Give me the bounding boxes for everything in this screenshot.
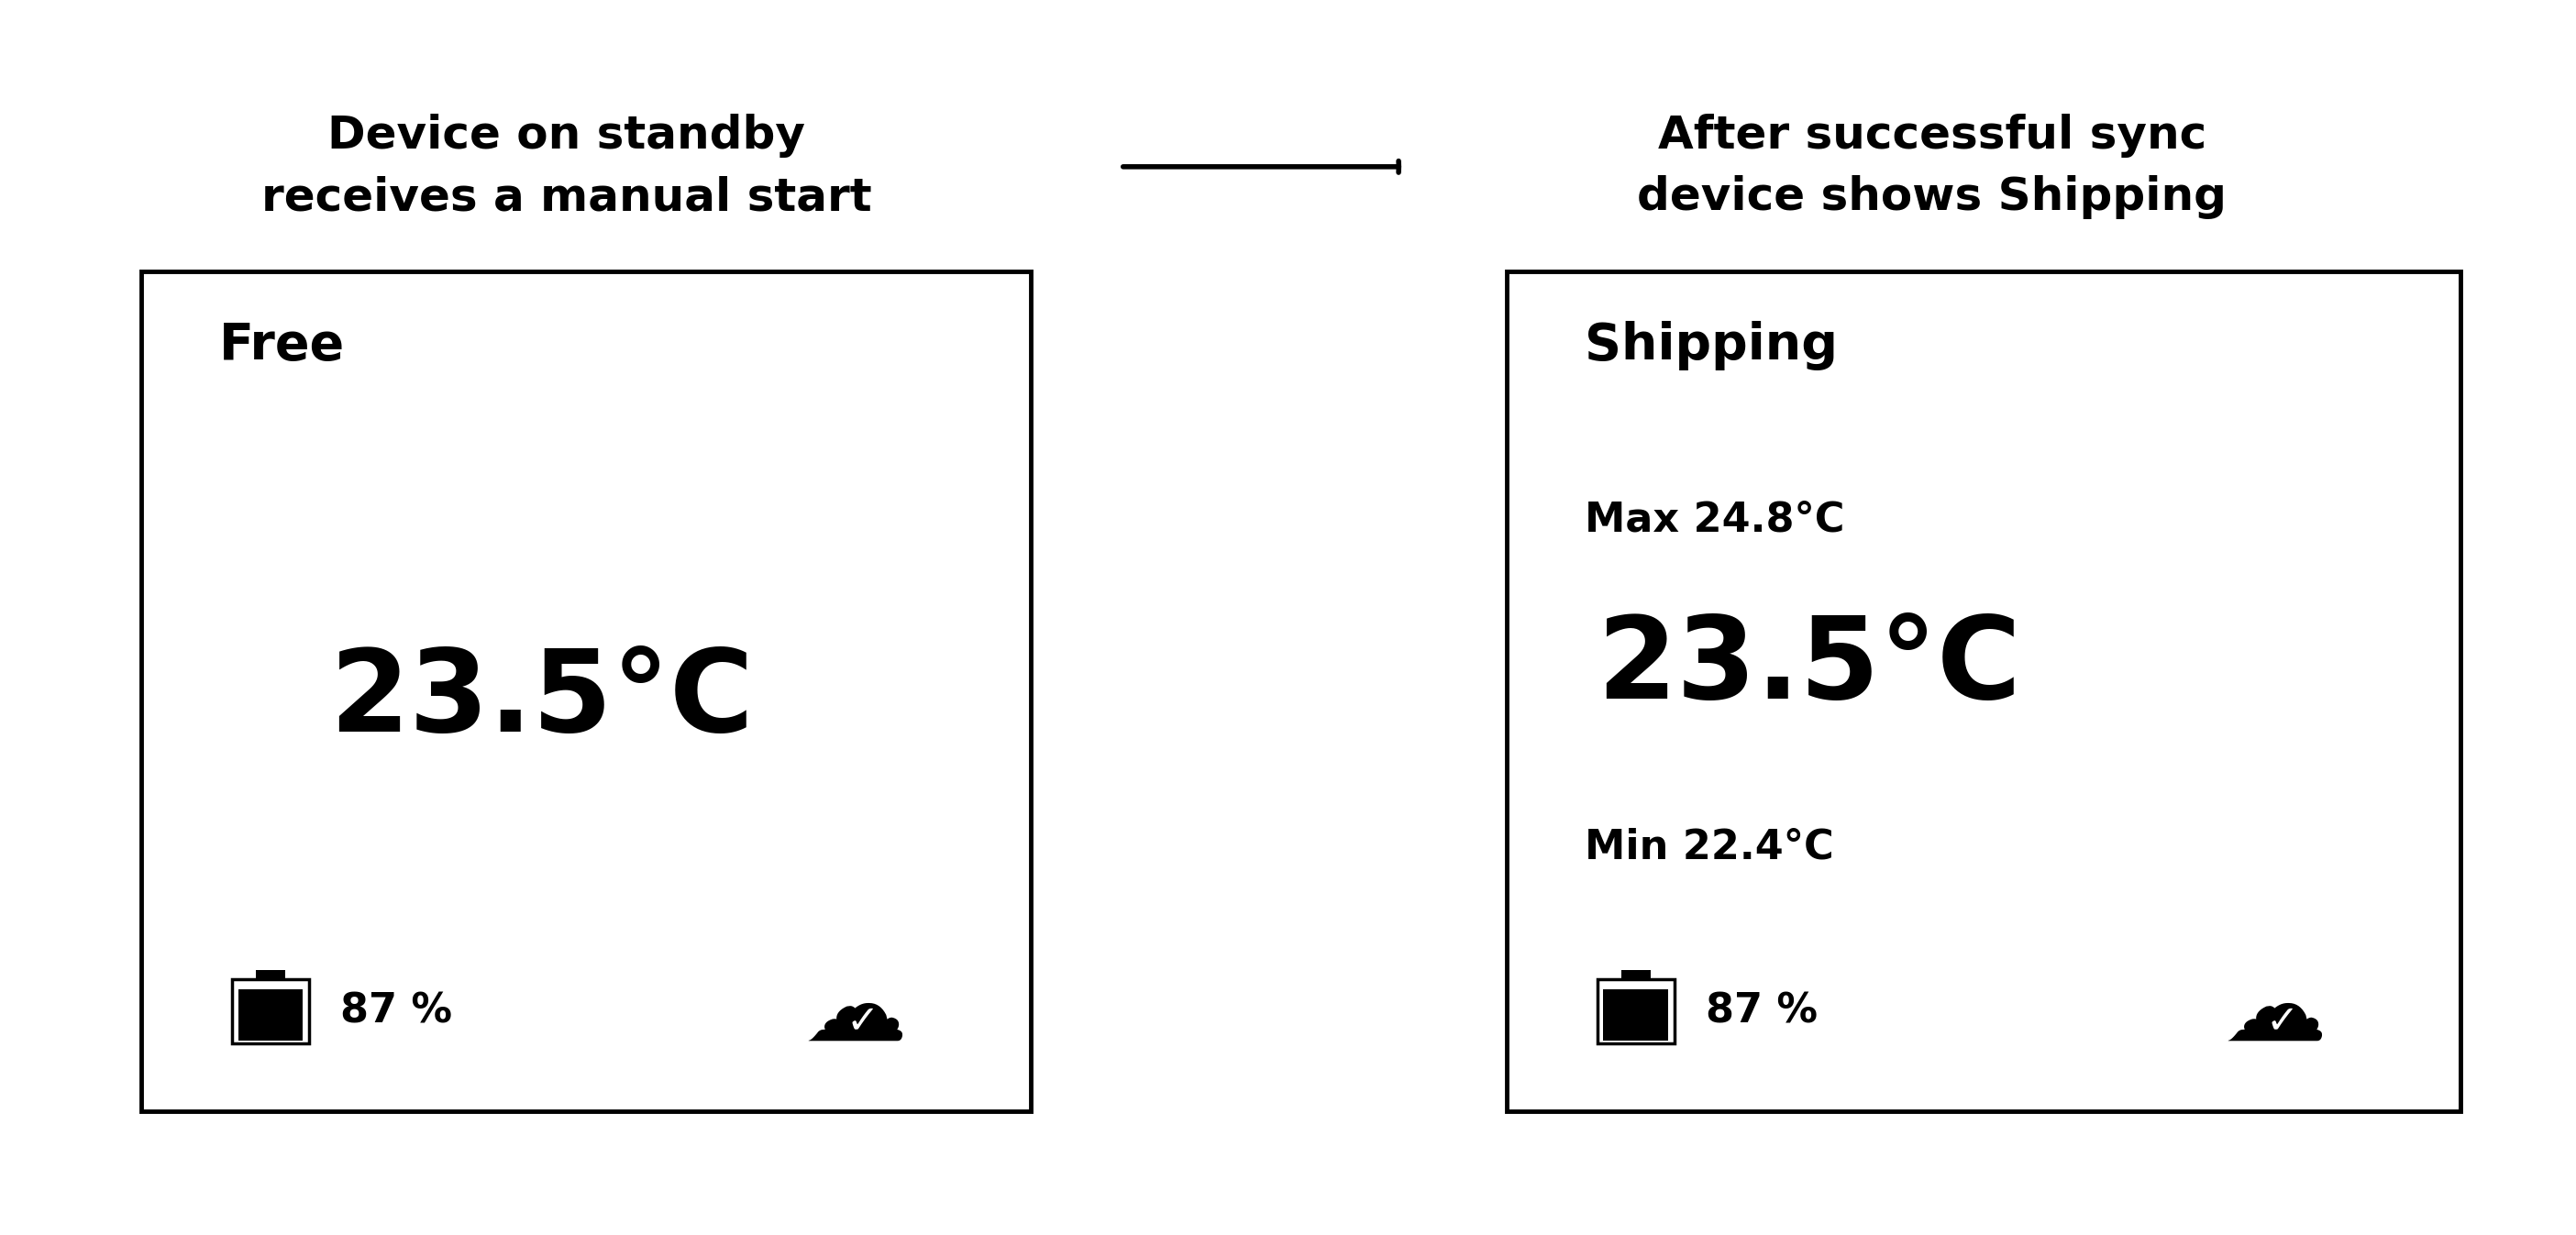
- Text: 87 %: 87 %: [1705, 992, 1816, 1031]
- Bar: [142, 272, 1030, 1112]
- Bar: [237, 989, 304, 1041]
- Text: ☁: ☁: [2223, 961, 2326, 1062]
- Text: ✓: ✓: [2267, 1002, 2298, 1041]
- Text: After successful sync
device shows Shipping: After successful sync device shows Shipp…: [1638, 114, 2226, 220]
- Text: Free: Free: [219, 321, 345, 370]
- Bar: [1507, 272, 2460, 1112]
- Bar: [1597, 979, 1674, 1044]
- Text: Shipping: Shipping: [1584, 321, 1837, 370]
- Bar: [255, 971, 286, 979]
- Bar: [1620, 971, 1651, 979]
- Bar: [232, 979, 309, 1044]
- Text: 23.5°C: 23.5°C: [1597, 611, 2022, 722]
- Bar: [1602, 989, 1669, 1041]
- Text: Min 22.4°C: Min 22.4°C: [1584, 827, 1834, 867]
- Text: Device on standby
receives a manual start: Device on standby receives a manual star…: [263, 114, 871, 220]
- Text: ✓: ✓: [848, 1002, 878, 1041]
- Text: Max 24.8°C: Max 24.8°C: [1584, 500, 1844, 540]
- Text: 23.5°C: 23.5°C: [330, 645, 755, 756]
- Text: ☁: ☁: [804, 961, 907, 1062]
- Text: 87 %: 87 %: [340, 992, 451, 1031]
